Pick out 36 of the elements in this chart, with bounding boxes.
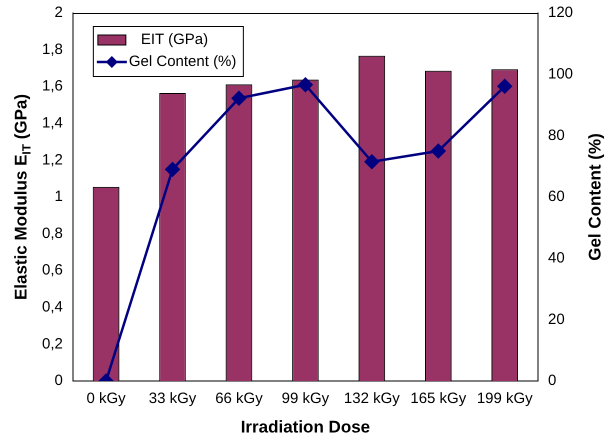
y-tick-label: 1,4 — [42, 114, 63, 132]
x-axis-title: Irradiation Dose — [240, 418, 370, 437]
legend-label: Gel Content (%) — [128, 53, 236, 70]
point — [431, 144, 446, 158]
y2-tick-label: 40 — [548, 249, 565, 266]
y2-axis-title: Gel Content (%) — [586, 133, 605, 261]
x-tick-label: 199 kGy — [476, 390, 534, 408]
point — [232, 91, 246, 106]
y2-tick-label: 80 — [548, 126, 565, 144]
y-tick-label: 0,8 — [42, 224, 63, 242]
y-tick-label: 0,4 — [42, 298, 63, 316]
x-tick-label: 0 kGy — [86, 390, 126, 408]
x-tick-label: 165 kGy — [410, 390, 467, 408]
y-tick-label: 0 — [54, 372, 63, 390]
y-tick-label: 1 — [54, 188, 63, 206]
x-tick-label: 33 kGy — [148, 390, 197, 408]
point — [498, 79, 512, 94]
y2-tick-label: 100 — [548, 65, 574, 82]
x-tick-label: 99 kGy — [282, 390, 330, 408]
legend-label: EIT (GPa) — [140, 31, 208, 48]
y-tick-label: 1,8 — [42, 40, 63, 58]
y-tick-label: 2 — [54, 4, 63, 22]
y-tick-label: 0,6 — [42, 262, 63, 279]
x-tick-label: 66 kGy — [215, 390, 264, 408]
point — [298, 78, 313, 92]
y2-tick-label: 0 — [548, 372, 556, 390]
y2-tick-label: 60 — [548, 188, 565, 206]
y-axis-title: Elastic Modulus EIT (GPa) — [12, 94, 34, 300]
point — [165, 162, 180, 177]
y-tick-label: 0,2 — [42, 335, 63, 352]
y-tick-label: 1,6 — [42, 78, 63, 95]
x-tick-label: 132 kGy — [344, 390, 400, 408]
point — [364, 154, 380, 169]
y-tick-label: 1,2 — [42, 151, 63, 168]
y2-tick-label: 20 — [548, 310, 565, 328]
y2-tick-label: 120 — [548, 4, 574, 22]
